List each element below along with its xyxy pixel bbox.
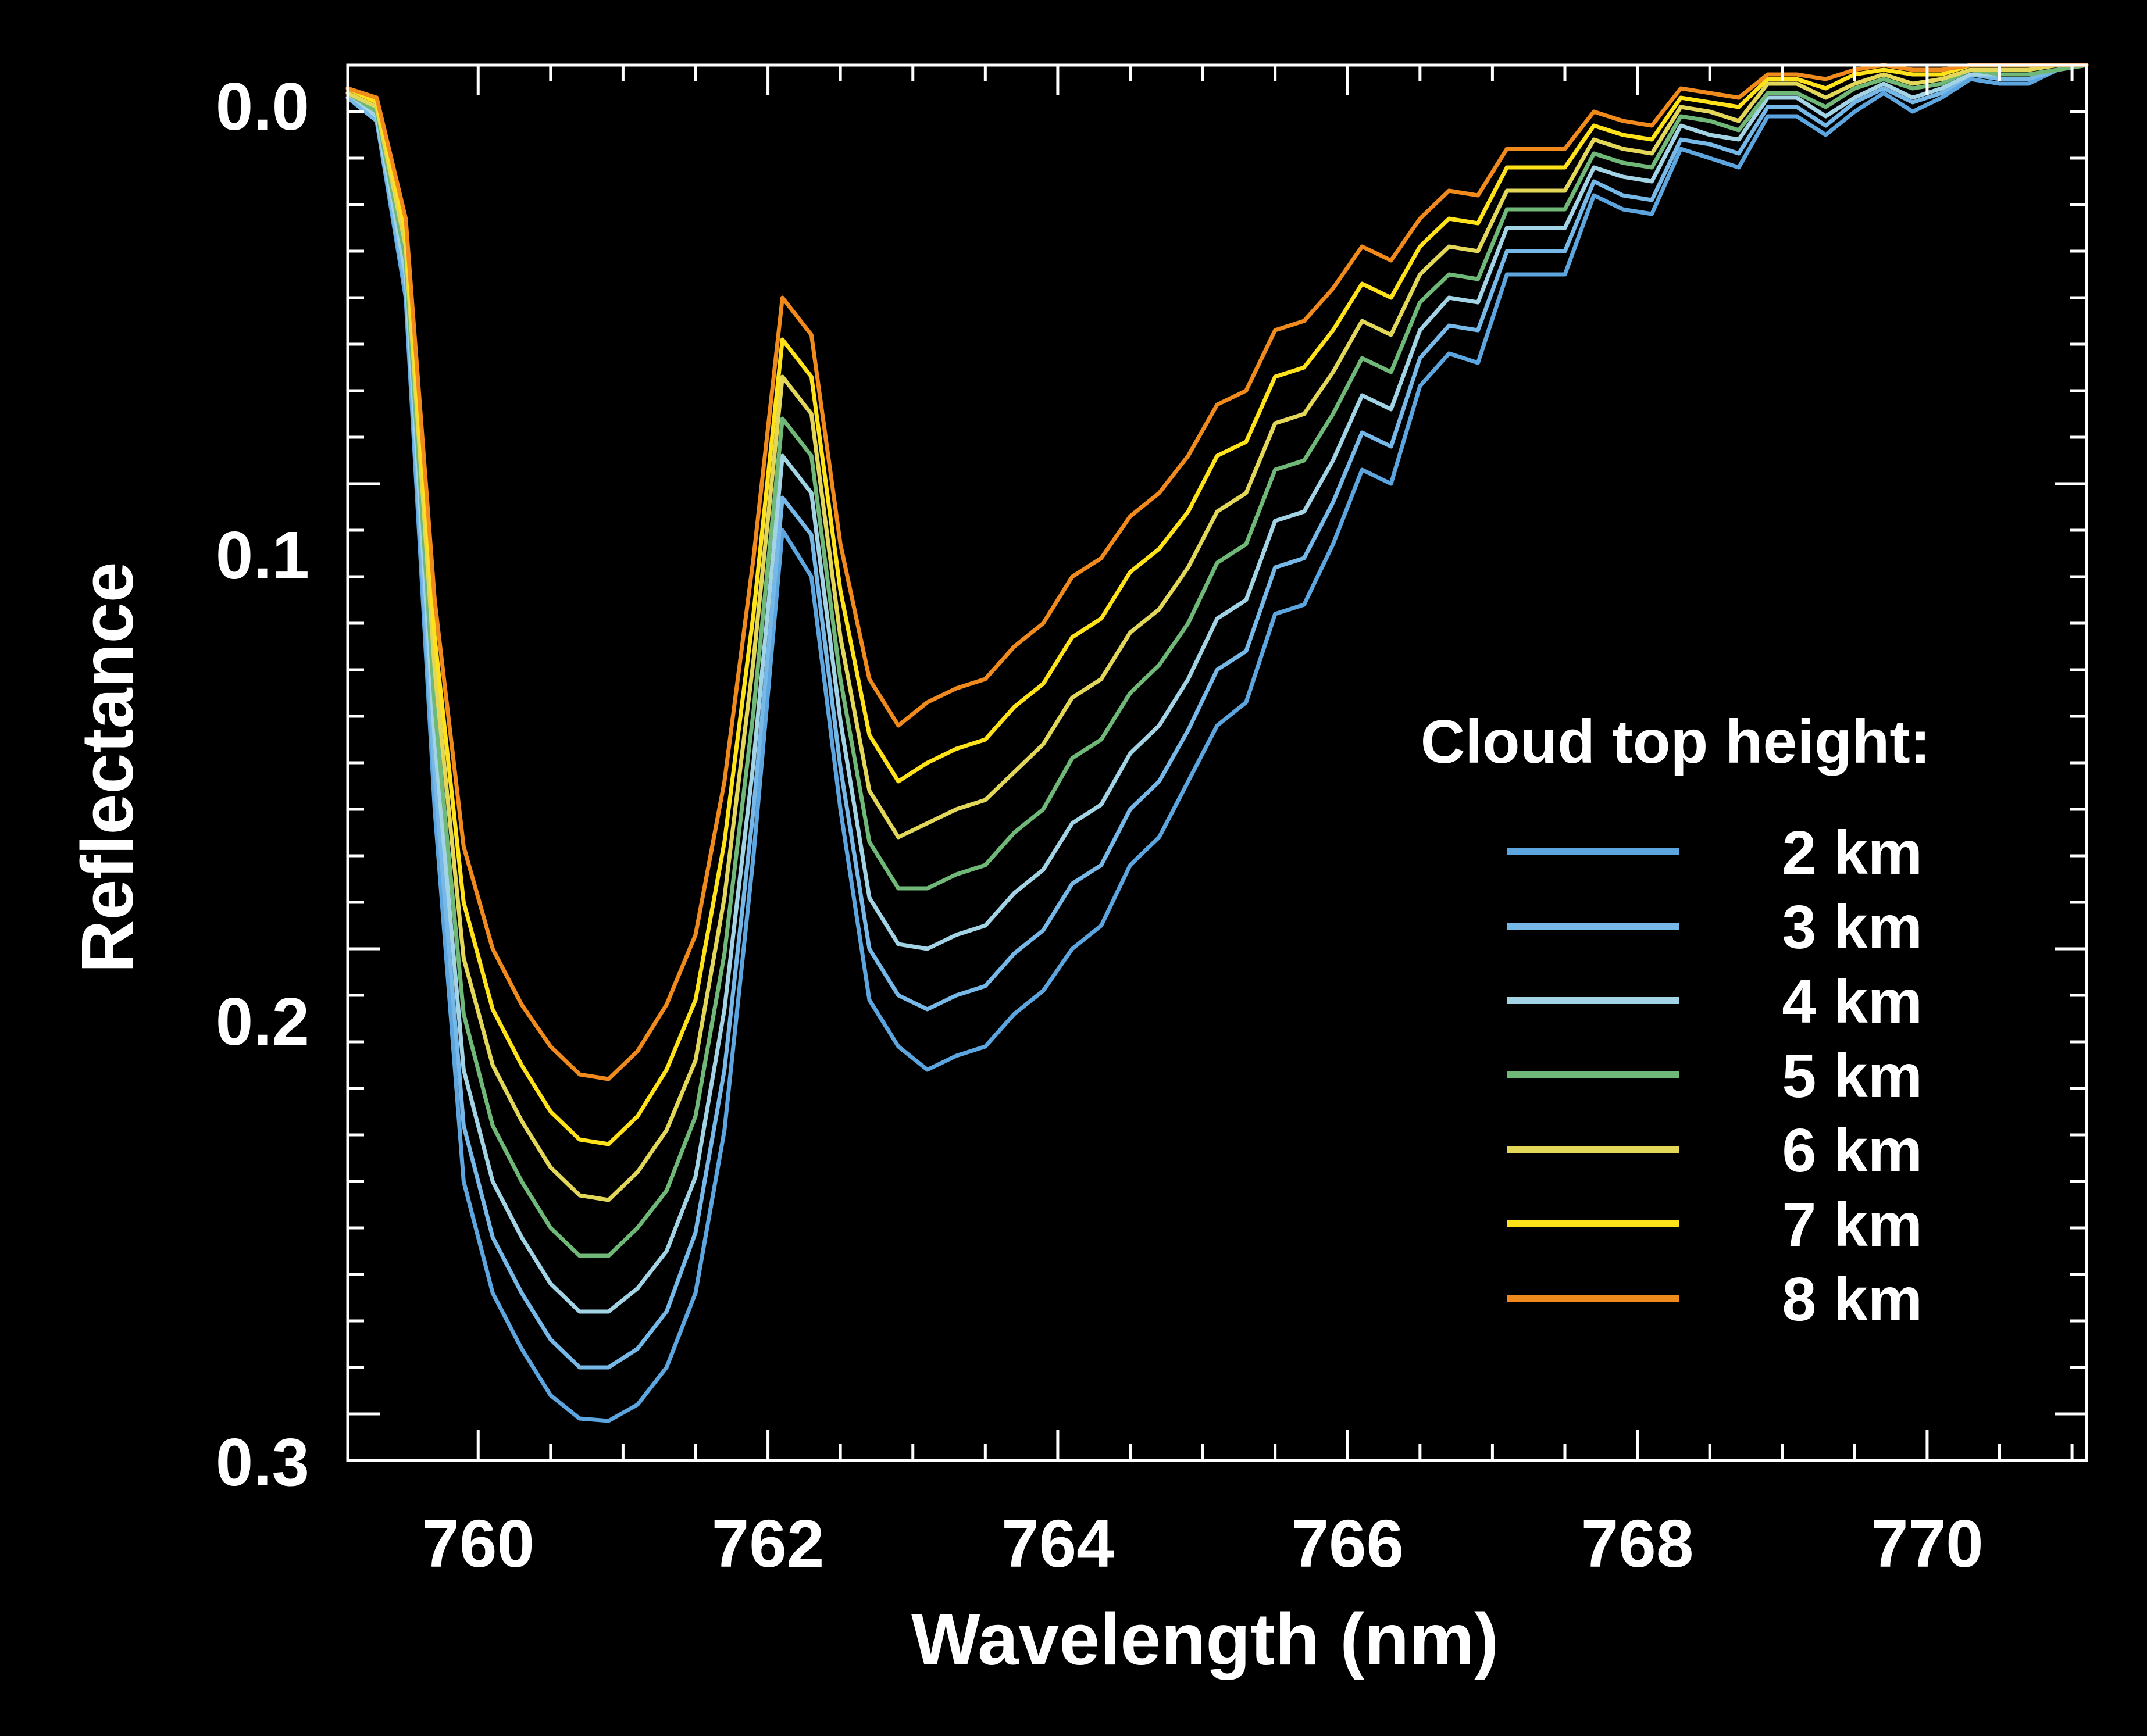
tick-labels-layer: 760 762 764 766 768 770 0.0 0.1 0.2 0.3: [216, 69, 1984, 1581]
y-tick-label: 0.0: [216, 69, 309, 144]
series-line-8-km: [345, 63, 2089, 1081]
x-tick-label: 762: [712, 1506, 825, 1581]
legend-label-2-km: 2 km: [1782, 819, 1923, 887]
y-tick-label: 0.1: [216, 517, 309, 593]
x-tick-label: 764: [1001, 1506, 1114, 1581]
series-line-4-km: [345, 63, 2089, 1314]
x-tick-label: 766: [1291, 1506, 1404, 1581]
y-tick-label: 0.2: [216, 984, 309, 1059]
legend-label-6-km: 6 km: [1782, 1116, 1923, 1185]
legend-label-3-km: 3 km: [1782, 893, 1923, 962]
series-line-3-km: [345, 63, 2089, 1370]
legend-label-7-km: 7 km: [1782, 1191, 1923, 1259]
y-tick-label: 0.3: [216, 1424, 309, 1500]
series-layer: [345, 63, 2089, 1423]
legend-label-4-km: 4 km: [1782, 967, 1923, 1036]
legend: Cloud top height: 2 km3 km4 km5 km6 km7 …: [1421, 708, 1931, 1334]
x-tick-label: 760: [422, 1506, 534, 1581]
series-line-6-km: [345, 63, 2089, 1202]
legend-label-5-km: 5 km: [1782, 1042, 1923, 1110]
series-line-7-km: [345, 63, 2089, 1146]
legend-label-8-km: 8 km: [1782, 1265, 1923, 1334]
x-axis-label: Wavelength (nm): [911, 1598, 1499, 1680]
x-tick-label: 770: [1871, 1506, 1984, 1581]
x-tick-label: 768: [1581, 1506, 1694, 1581]
legend-title: Cloud top height:: [1421, 708, 1931, 776]
ticks-layer: [348, 63, 2087, 1462]
series-line-2-km: [345, 63, 2089, 1423]
series-line-5-km: [345, 63, 2089, 1258]
y-axis-label: Reflectance: [66, 562, 148, 973]
